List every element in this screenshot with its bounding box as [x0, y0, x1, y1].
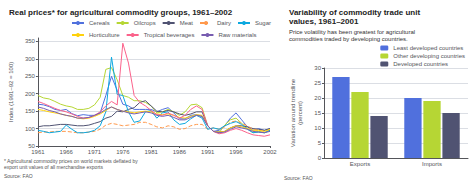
svg-text:1976: 1976	[116, 149, 130, 155]
svg-text:1971: 1971	[88, 149, 102, 155]
svg-text:Cereals: Cereals	[89, 20, 110, 26]
svg-text:Raw materials: Raw materials	[218, 32, 256, 38]
svg-text:200: 200	[25, 91, 36, 97]
svg-text:20: 20	[314, 95, 321, 101]
svg-text:1961: 1961	[31, 149, 45, 155]
svg-text:0: 0	[318, 155, 322, 161]
svg-text:Dairy: Dairy	[217, 20, 231, 26]
svg-text:Price volatility has been grea: Price volatility has been greatest for a…	[289, 29, 415, 35]
svg-text:100: 100	[25, 126, 36, 132]
svg-text:1991: 1991	[201, 149, 215, 155]
svg-text:25: 25	[314, 80, 321, 86]
svg-text:Variation around trendline: Variation around trendline	[290, 78, 296, 147]
svg-text:Sugar: Sugar	[255, 20, 271, 26]
svg-text:15: 15	[314, 110, 321, 116]
svg-text:export unit values of all merc: export unit values of all merchandise ex…	[4, 164, 103, 170]
svg-text:Real prices* for agricultural: Real prices* for agricultural commodity …	[9, 8, 233, 17]
svg-text:Horticulture: Horticulture	[89, 32, 120, 38]
svg-text:Developed countries: Developed countries	[393, 61, 448, 67]
svg-text:1981: 1981	[144, 149, 158, 155]
svg-text:(percent): (percent)	[297, 101, 303, 125]
svg-text:300: 300	[25, 56, 36, 62]
svg-text:Other developing countries: Other developing countries	[393, 53, 465, 59]
svg-text:Oilcrops: Oilcrops	[134, 20, 156, 26]
svg-text:Exports: Exports	[350, 161, 370, 167]
svg-text:1966: 1966	[60, 149, 74, 155]
svg-text:250: 250	[25, 73, 36, 79]
svg-text:10: 10	[314, 125, 321, 131]
svg-text:Least developed countries: Least developed countries	[393, 45, 463, 51]
svg-text:* Agricultural commodity price: * Agricultural commodity prices on world…	[4, 158, 138, 164]
svg-text:Tropical beverages: Tropical beverages	[144, 32, 195, 38]
svg-text:Variability of commodity trade: Variability of commodity trade unit	[289, 8, 420, 17]
svg-text:50: 50	[28, 143, 35, 149]
svg-text:30: 30	[314, 65, 321, 71]
svg-text:5: 5	[318, 140, 322, 146]
svg-text:commodities traded by developi: commodities traded by developing countri…	[289, 36, 408, 42]
svg-text:1986: 1986	[173, 149, 187, 155]
svg-text:2002: 2002	[263, 149, 277, 155]
svg-text:150: 150	[25, 108, 36, 114]
svg-text:Source: FAO: Source: FAO	[284, 175, 313, 181]
svg-text:Meat: Meat	[180, 20, 194, 26]
svg-text:values, 1961–2001: values, 1961–2001	[289, 17, 359, 26]
svg-text:Imports: Imports	[422, 161, 442, 167]
svg-text:1996: 1996	[229, 149, 243, 155]
svg-text:Index (1991–92 = 100): Index (1991–92 = 100)	[8, 62, 14, 123]
svg-text:350: 350	[25, 38, 36, 44]
svg-text:Source: FAO: Source: FAO	[4, 173, 33, 179]
